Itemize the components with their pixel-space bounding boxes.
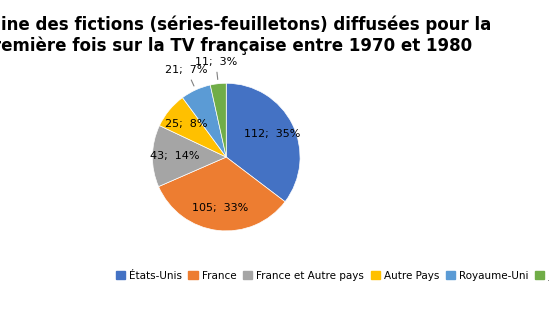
Wedge shape: [210, 83, 226, 157]
Text: 25;  8%: 25; 8%: [165, 119, 208, 129]
Wedge shape: [159, 157, 285, 231]
Title: Origine des fictions (séries-feuilletons) diffusées pour la
première fois sur la: Origine des fictions (séries-feuilletons…: [0, 15, 491, 55]
Wedge shape: [182, 85, 226, 157]
Legend: États-Unis, France, France et Autre pays, Autre Pays, Royaume-Uni, Japon: États-Unis, France, France et Autre pays…: [111, 267, 549, 285]
Text: 43;  14%: 43; 14%: [150, 151, 199, 161]
Text: 21;  7%: 21; 7%: [165, 65, 208, 86]
Text: 112;  35%: 112; 35%: [244, 129, 301, 139]
Wedge shape: [153, 125, 226, 187]
Text: 105;  33%: 105; 33%: [192, 204, 248, 213]
Text: 11;  3%: 11; 3%: [195, 57, 237, 79]
Wedge shape: [159, 98, 226, 157]
Wedge shape: [226, 83, 300, 202]
